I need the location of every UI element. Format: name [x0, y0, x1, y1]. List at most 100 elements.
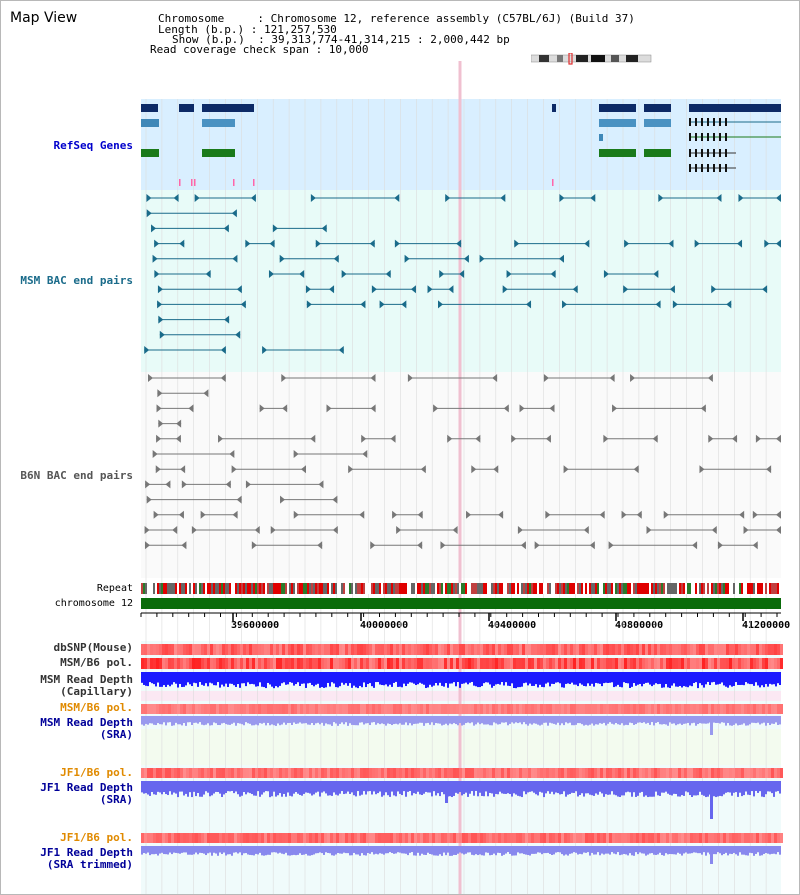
- read-depth-bar: [473, 672, 475, 686]
- heat-cell: [477, 704, 480, 714]
- read-depth-bar: [315, 846, 317, 854]
- read-depth-bar: [697, 716, 699, 725]
- heat-cell: [591, 658, 594, 669]
- track-label-jf1-read-depth-trimmed[interactable]: JF1 Read Depth (SRA trimmed): [40, 846, 133, 871]
- b6n-bac-pair-end: [471, 465, 477, 474]
- repeat-segment: [737, 583, 739, 594]
- heat-cell: [534, 833, 537, 843]
- read-depth-bar: [631, 781, 633, 797]
- track-label-msm-read-depth-sra[interactable]: MSM Read Depth (SRA): [40, 716, 133, 741]
- heat-cell: [540, 768, 543, 778]
- read-depth-bar: [655, 716, 657, 723]
- heat-cell: [378, 768, 381, 778]
- chromosome-info: Chromosome : Chromosome 12, reference as…: [158, 12, 635, 25]
- read-depth-bar: [143, 672, 145, 685]
- read-depth-bar: [737, 781, 739, 797]
- gene-feature: [202, 149, 235, 157]
- repeat-segment: [429, 583, 431, 594]
- chromosome-ideogram[interactable]: [531, 53, 653, 65]
- repeat-segment: [469, 583, 471, 594]
- read-depth-bar: [563, 781, 565, 792]
- heat-cell: [141, 644, 144, 655]
- repeat-segment: [295, 583, 297, 594]
- read-depth-bar: [635, 846, 637, 853]
- heat-cell: [570, 644, 573, 655]
- heat-cell: [429, 644, 432, 655]
- track-label-msm-read-depth-capillary[interactable]: MSM Read Depth (Capillary): [40, 673, 133, 698]
- read-depth-bar: [301, 672, 303, 684]
- read-depth-bar: [249, 716, 251, 724]
- heat-cell: [705, 768, 708, 778]
- read-depth-bar: [509, 716, 511, 724]
- read-depth-bar: [245, 846, 247, 854]
- read-depth-bar: [479, 846, 481, 855]
- gene-exon: [719, 164, 721, 172]
- heat-cell: [429, 704, 432, 714]
- read-depth-bar: [405, 846, 407, 854]
- heat-cell: [522, 658, 525, 669]
- repeat-segment: [755, 583, 757, 594]
- read-depth-bar: [155, 716, 157, 726]
- repeat-segment: [415, 583, 417, 594]
- msm-bac-pair-end: [157, 285, 163, 294]
- read-depth-bar: [621, 716, 623, 724]
- heat-cell: [750, 833, 753, 843]
- read-depth-bar: [295, 846, 297, 856]
- read-depth-bar: [633, 781, 635, 793]
- heat-cell: [600, 833, 603, 843]
- track-label-b6n-bac[interactable]: B6N BAC end pairs: [20, 469, 133, 482]
- read-depth-bar: [185, 846, 187, 853]
- read-depth-bar: [617, 846, 619, 853]
- read-depth-bar: [311, 781, 313, 796]
- read-depth-bar: [487, 781, 489, 797]
- track-label-msm-b6-pol-sra[interactable]: MSM/B6 pol.: [60, 701, 133, 714]
- track-label-jf1-read-depth-sra[interactable]: JF1 Read Depth (SRA): [40, 781, 133, 806]
- read-depth-bar: [553, 672, 555, 685]
- track-label-refseq-genes[interactable]: RefSeq Genes: [53, 139, 133, 152]
- repeat-segment: [185, 583, 187, 594]
- read-depth-bar: [381, 672, 383, 686]
- repeat-segment: [515, 583, 517, 594]
- heat-cell: [321, 768, 324, 778]
- heat-cell: [543, 644, 546, 655]
- read-depth-bar: [165, 672, 167, 687]
- read-depth-bar: [397, 846, 399, 853]
- heat-cell: [534, 704, 537, 714]
- heat-cell: [399, 833, 402, 843]
- track-label-jf1-b6-pol[interactable]: JF1/B6 pol.: [60, 766, 133, 779]
- track-label-msm-bac[interactable]: MSM BAC end pairs: [20, 274, 133, 287]
- heat-cell: [708, 768, 711, 778]
- read-depth-bar: [519, 672, 521, 688]
- heat-cell: [213, 658, 216, 669]
- heat-cell: [222, 768, 225, 778]
- read-depth-bar: [369, 846, 371, 854]
- heat-cell: [780, 833, 783, 843]
- repeat-segment: [271, 583, 273, 594]
- msm-bac-pair-end: [146, 209, 152, 218]
- heat-cell: [165, 768, 168, 778]
- track-label-msm-b6-pol[interactable]: MSM/B6 pol.: [60, 656, 133, 669]
- heat-cell: [357, 658, 360, 669]
- read-depth-bar: [189, 716, 191, 723]
- read-depth-bar: [661, 672, 663, 688]
- heat-cell: [759, 704, 762, 714]
- heat-cell: [237, 768, 240, 778]
- msm-bac-pair-end: [394, 239, 400, 248]
- heat-cell: [546, 644, 549, 655]
- heat-cell: [558, 768, 561, 778]
- heat-cell: [180, 768, 183, 778]
- read-depth-bar: [543, 781, 545, 798]
- heat-cell: [747, 704, 750, 714]
- read-depth-bar: [323, 672, 325, 688]
- heat-cell: [327, 658, 330, 669]
- heat-cell: [498, 833, 501, 843]
- read-depth-bar: [587, 846, 589, 853]
- heat-cell: [195, 833, 198, 843]
- b6n-bac-pair-end: [282, 404, 288, 413]
- track-label-dbsnp[interactable]: dbSNP(Mouse): [53, 641, 133, 654]
- msm-bac-pair-end: [144, 346, 150, 354]
- read-depth-bar: [729, 716, 731, 726]
- read-depth-bar: [583, 716, 585, 726]
- track-label-jf1-b6-pol-trimmed[interactable]: JF1/B6 pol.: [60, 831, 133, 844]
